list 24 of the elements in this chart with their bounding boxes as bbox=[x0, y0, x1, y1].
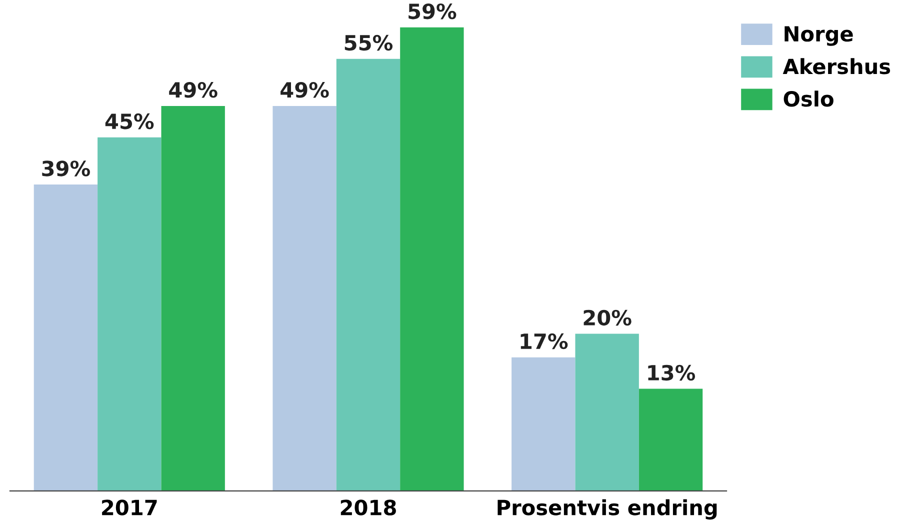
legend-label: Akershus bbox=[782, 58, 890, 74]
bar bbox=[638, 388, 703, 491]
data-label: 49% bbox=[169, 82, 218, 98]
legend-label: Norge bbox=[784, 26, 853, 46]
data-label: 45% bbox=[105, 113, 154, 130]
x-tick-label: Prosentvis endring bbox=[498, 499, 717, 520]
bar bbox=[336, 58, 400, 491]
bar bbox=[98, 137, 162, 491]
bar bbox=[34, 184, 98, 491]
bar bbox=[512, 357, 576, 491]
bar bbox=[400, 27, 464, 491]
data-label: 39% bbox=[42, 160, 90, 176]
x-tick-label: 2018 bbox=[340, 500, 396, 516]
data-label: 13% bbox=[648, 364, 696, 381]
data-label: 59% bbox=[408, 3, 456, 20]
data-label: 17% bbox=[520, 333, 568, 350]
legend-label: Oslo bbox=[784, 90, 834, 107]
bar bbox=[272, 106, 336, 491]
data-label: 55% bbox=[344, 34, 393, 51]
bar bbox=[575, 334, 639, 491]
bar bbox=[161, 106, 225, 491]
data-label: 49% bbox=[280, 82, 329, 98]
x-tick-label: 2017 bbox=[102, 500, 157, 516]
data-label: 20% bbox=[584, 310, 632, 326]
